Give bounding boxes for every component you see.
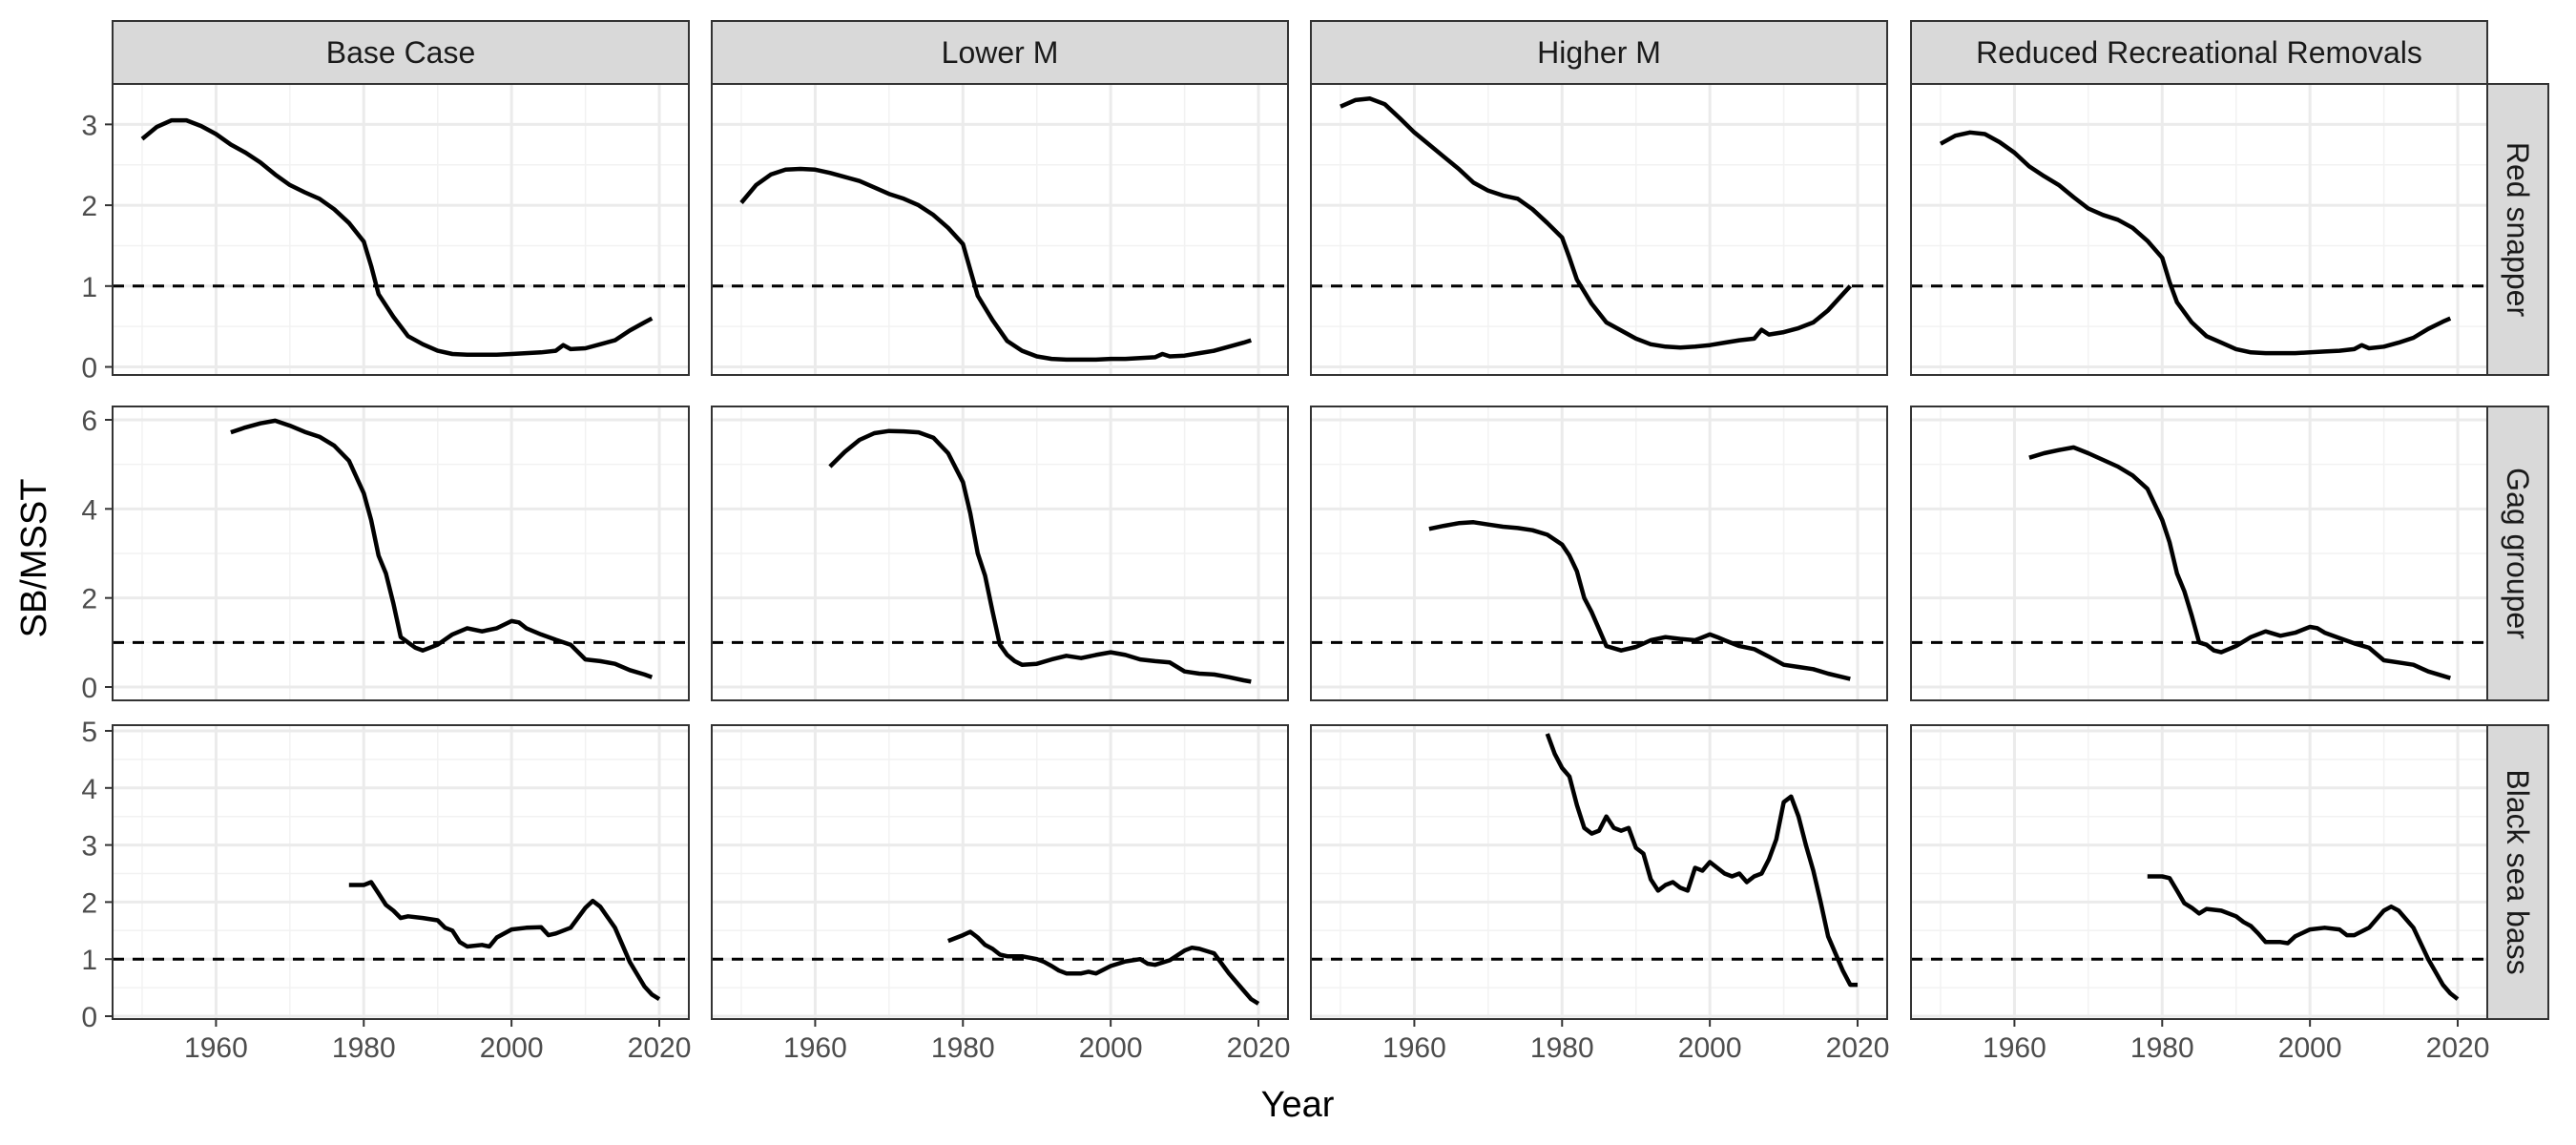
series-line (1545, 733, 1858, 988)
x-tick-label: 2020 (2426, 1032, 2490, 1064)
x-tick-label: 1980 (332, 1032, 396, 1064)
series-line (828, 428, 1252, 684)
x-axis-title: Year (1261, 1085, 1335, 1125)
x-tick-label: 1960 (783, 1032, 847, 1064)
panel-black-sea-bass-base-case (112, 724, 690, 1020)
series-line (1340, 96, 1852, 350)
x-tick-label: 1980 (2130, 1032, 2194, 1064)
panel-black-sea-bass-lower-m (711, 724, 1289, 1020)
panel-red-snapper-reduced-recreational-removals (1910, 83, 2488, 376)
panel-border (711, 724, 1289, 1020)
x-tick-label: 1960 (184, 1032, 248, 1064)
panel-red-snapper-base-case (112, 83, 690, 376)
y-axis-title: SB/MSST (14, 479, 54, 638)
series-line (348, 880, 661, 1002)
series-line (1428, 520, 1851, 681)
series-line (140, 117, 654, 358)
series-line (946, 929, 1260, 1006)
series-line (2147, 874, 2460, 1001)
y-tick-label: 1 (81, 945, 97, 976)
column-strip-base-case (112, 20, 690, 85)
column-strip-reduced-recreational-removals (1910, 20, 2488, 85)
x-tick-label: 2020 (628, 1032, 692, 1064)
y-tick-label: 0 (81, 353, 97, 385)
y-tick-label: 0 (81, 1002, 97, 1033)
panel-black-sea-bass-higher-m (1310, 724, 1888, 1020)
panel-border (112, 406, 690, 701)
column-strip-label: Reduced Recreational Removals (1976, 35, 2422, 70)
panel-background (1911, 725, 2487, 1019)
panel-border (1310, 406, 1888, 701)
panel-background (113, 725, 689, 1019)
y-tick-label: 6 (81, 406, 97, 437)
strip-layer: Red snapper Gag grouper Black sea bass Base… (112, 20, 2549, 1020)
panel-border (711, 406, 1289, 701)
panel-black-sea-bass-reduced-recreational-removals (1910, 724, 2488, 1020)
panel-background (1311, 725, 1887, 1019)
x-tick-label: 2020 (1826, 1032, 1890, 1064)
y-tick-label: 2 (81, 584, 97, 615)
y-tick-label: 1 (81, 272, 97, 303)
x-tick-label: 2000 (480, 1032, 544, 1064)
panel-gag-grouper-higher-m (1310, 406, 1888, 701)
panel-gag-grouper-lower-m (711, 406, 1289, 701)
x-tick-label: 2000 (2278, 1032, 2342, 1064)
series-line (1939, 130, 2452, 356)
y-tick-label: 2 (81, 887, 97, 919)
x-tick-label: 2000 (1678, 1032, 1742, 1064)
panel-border (112, 724, 690, 1020)
y-tick-label: 0 (81, 673, 97, 704)
column-strip-label: Higher M (1537, 35, 1661, 70)
y-tick-label: 4 (81, 494, 97, 526)
row-strip-black-sea-bass (2486, 724, 2549, 1020)
x-tick-label: 1980 (931, 1032, 995, 1064)
row-strip-label: Red snapper (2501, 142, 2535, 318)
series-line (739, 166, 1252, 363)
column-strip-label: Lower M (942, 35, 1059, 70)
panel-border (1310, 724, 1888, 1020)
series-line (2028, 445, 2451, 680)
column-strip-label: Base Case (326, 35, 476, 70)
panel-red-snapper-higher-m (1310, 83, 1888, 376)
panel-background (113, 84, 689, 375)
x-tick-label: 1960 (1382, 1032, 1446, 1064)
panel-layer (112, 83, 2488, 1020)
x-tick-label: 1960 (1983, 1032, 2046, 1064)
panel-background (1311, 84, 1887, 375)
row-strip-red-snapper (2486, 83, 2549, 376)
x-tick-label: 2000 (1079, 1032, 1143, 1064)
column-strip-lower-m (711, 20, 1289, 85)
x-tick-label: 1980 (1530, 1032, 1594, 1064)
y-tick-label: 3 (81, 831, 97, 863)
y-tick-label: 2 (81, 191, 97, 222)
panel-background (712, 725, 1288, 1019)
row-strip-label: Gag grouper (2501, 468, 2535, 639)
column-strip-higher-m (1310, 20, 1888, 85)
panel-red-snapper-lower-m (711, 83, 1289, 376)
series-line (230, 418, 654, 679)
x-tick-label: 2020 (1227, 1032, 1291, 1064)
panel-gag-grouper-base-case (112, 406, 690, 701)
row-strip-gag-grouper (2486, 406, 2549, 701)
panel-gag-grouper-reduced-recreational-removals (1910, 406, 2488, 701)
y-tick-label: 3 (81, 110, 97, 141)
y-tick-label: 5 (81, 717, 97, 748)
y-tick-label: 4 (81, 774, 97, 805)
row-strip-label: Black sea bass (2501, 769, 2535, 974)
